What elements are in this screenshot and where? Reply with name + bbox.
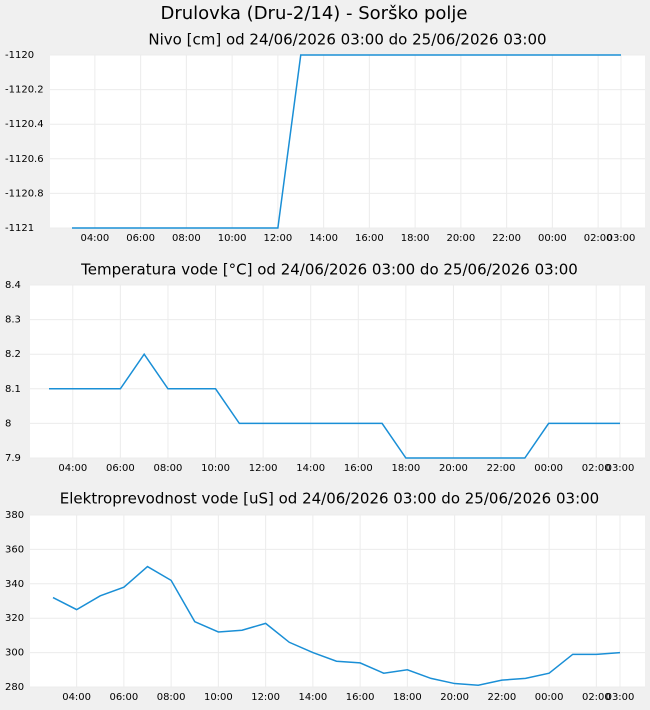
- x-tick-label: 14:00: [309, 233, 338, 244]
- x-tick-label: 10:00: [218, 233, 247, 244]
- y-tick-label: -1120.8: [5, 188, 44, 199]
- page-title: Drulovka (Dru-2/14) - Sorško polje: [160, 3, 467, 24]
- plot-area: [30, 285, 645, 458]
- x-tick-label: 08:00: [172, 233, 201, 244]
- x-tick-label: 10:00: [204, 692, 233, 703]
- y-tick-label: -1120.2: [5, 85, 44, 96]
- x-tick-label: 12:00: [263, 233, 292, 244]
- y-tick-label: 340: [5, 579, 24, 590]
- x-tick-label: 02:00: [582, 463, 611, 474]
- x-tick-label: 20:00: [440, 692, 469, 703]
- chart-title: Nivo [cm] od 24/06/2026 03:00 do 25/06/2…: [148, 31, 546, 49]
- x-tick-label: 18:00: [393, 692, 422, 703]
- x-tick-label: 00:00: [538, 233, 567, 244]
- x-tick-label: 18:00: [401, 233, 430, 244]
- y-tick-label: 320: [5, 613, 24, 624]
- x-tick-label: 06:00: [126, 233, 155, 244]
- x-tick-label: 14:00: [296, 463, 325, 474]
- y-tick-label: 300: [5, 648, 24, 659]
- x-tick-label: 18:00: [391, 463, 420, 474]
- y-tick-label: 8: [5, 418, 11, 429]
- x-tick-label: 10:00: [201, 463, 230, 474]
- x-tick-label: 22:00: [492, 233, 521, 244]
- x-tick-label: 02:00: [582, 692, 611, 703]
- x-tick-label: 04:00: [58, 463, 87, 474]
- y-tick-label: 8.2: [5, 349, 21, 360]
- x-tick-label: 16:00: [355, 233, 384, 244]
- x-tick-label: 08:00: [154, 463, 183, 474]
- x-tick-label: 22:00: [487, 463, 516, 474]
- y-tick-label: 8.4: [5, 280, 21, 291]
- x-tick-label: 20:00: [439, 463, 468, 474]
- x-tick-label: 02:00: [584, 233, 613, 244]
- y-tick-label: -1120.6: [5, 154, 44, 165]
- x-tick-label: 03:00: [606, 463, 635, 474]
- y-tick-label: 360: [5, 544, 24, 555]
- data-line: [52, 565, 621, 687]
- y-tick-label: 7.9: [5, 453, 21, 464]
- x-tick-label: 00:00: [534, 463, 563, 474]
- chart-title: Elektroprevodnost vode [uS] od 24/06/202…: [60, 490, 599, 508]
- y-tick-label: 280: [5, 682, 24, 693]
- y-tick-label: -1120: [5, 50, 34, 61]
- x-tick-label: 04:00: [80, 233, 109, 244]
- x-tick-label: 06:00: [109, 692, 138, 703]
- x-tick-label: 03:00: [606, 692, 635, 703]
- x-tick-label: 00:00: [535, 692, 564, 703]
- x-tick-label: 03:00: [607, 233, 636, 244]
- x-tick-label: 08:00: [157, 692, 186, 703]
- plot-area: [30, 515, 645, 687]
- x-tick-label: 12:00: [251, 692, 280, 703]
- y-tick-label: -1121: [5, 223, 34, 234]
- data-line: [49, 352, 620, 459]
- x-tick-label: 16:00: [344, 463, 373, 474]
- x-tick-label: 04:00: [62, 692, 91, 703]
- x-tick-label: 20:00: [446, 233, 475, 244]
- x-tick-label: 22:00: [487, 692, 516, 703]
- data-line: [72, 54, 621, 229]
- y-tick-label: -1120.4: [5, 119, 44, 130]
- x-tick-label: 14:00: [298, 692, 327, 703]
- y-tick-label: 380: [5, 510, 24, 521]
- y-tick-label: 8.3: [5, 315, 21, 326]
- chart-title: Temperatura vode [°C] od 24/06/2026 03:0…: [80, 261, 578, 279]
- plot-area: [50, 55, 645, 228]
- y-tick-label: 8.1: [5, 384, 21, 395]
- x-tick-label: 16:00: [346, 692, 375, 703]
- x-tick-label: 12:00: [249, 463, 278, 474]
- x-tick-label: 06:00: [106, 463, 135, 474]
